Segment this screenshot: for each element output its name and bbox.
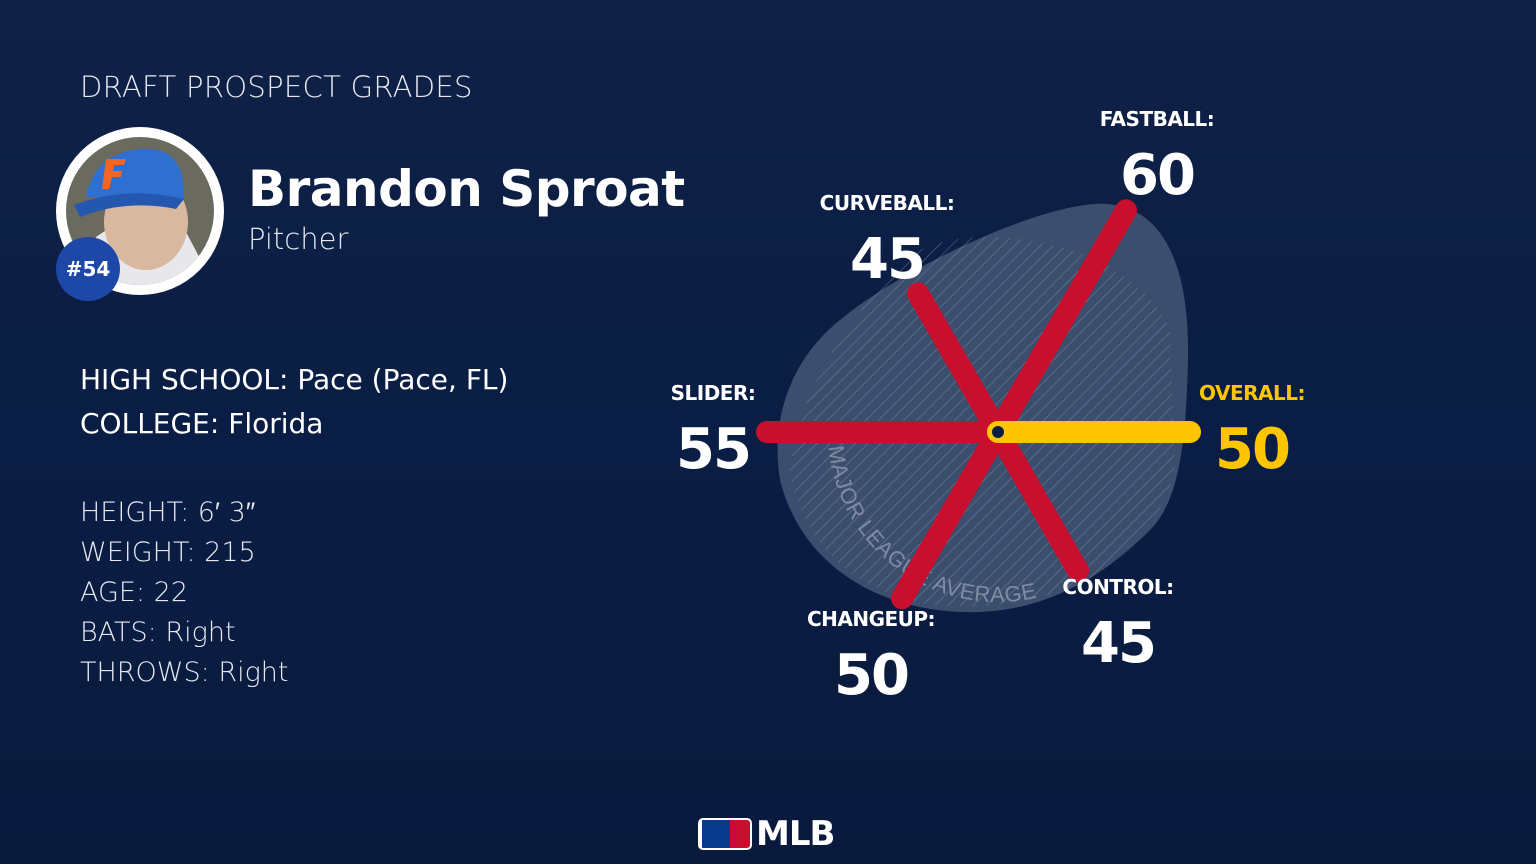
stat-weight: WEIGHT: 215 [80,537,256,568]
high-school-label: HIGH SCHOOL: [80,363,289,396]
axis-label-slider: SLIDER: [671,381,756,405]
grade-value-changeup: 50 [834,643,908,708]
stat-height: HEIGHT: 6′ 3″ [80,497,256,528]
grade-ray-curveball [907,282,1009,443]
grade-value-curveball: 45 [850,227,924,292]
stat-bats: BATS: Right [80,617,236,648]
player-name: Brandon Sproat [248,160,685,218]
stat-throws: THROWS: Right [80,657,289,688]
mlb-logo: MLB [698,814,835,854]
college-row: COLLEGE: Florida [80,402,508,446]
high-school-row: HIGH SCHOOL: Pace (Pace, FL) [80,358,508,402]
grade-value-fastball: 60 [1120,143,1194,208]
mlb-logo-text: MLB [756,814,835,854]
axis-label-control: CONTROL: [1062,575,1173,599]
axis-label-curveball: CURVEBALL: [820,191,955,215]
college-value: Florida [228,407,324,440]
mlb-logo-mark [698,818,752,850]
grade-ray-changeup [891,421,1009,610]
axis-label-overall: OVERALL: [1199,381,1305,405]
jersey-number-badge: #54 [56,237,120,301]
grade-ray-fastball [987,199,1137,443]
grade-value-control: 45 [1081,611,1155,676]
school-info: HIGH SCHOOL: Pace (Pace, FL) COLLEGE: Fl… [80,358,508,446]
grade-value-overall: 50 [1215,417,1289,482]
center-dot [992,426,1004,438]
page-kicker: DRAFT PROSPECT GRADES [80,70,473,104]
axis-label-changeup: CHANGEUP: [807,607,935,631]
grade-value-slider: 55 [676,417,750,482]
axis-label-fastball: FASTBALL: [1100,107,1215,131]
high-school-value: Pace (Pace, FL) [297,363,509,396]
college-label: COLLEGE: [80,407,220,440]
player-position: Pitcher [248,222,349,256]
grade-ray-control [987,421,1089,582]
player-stats: HEIGHT: 6′ 3″ WEIGHT: 215 AGE: 22 BATS: … [80,493,289,693]
stat-age: AGE: 22 [80,577,189,608]
